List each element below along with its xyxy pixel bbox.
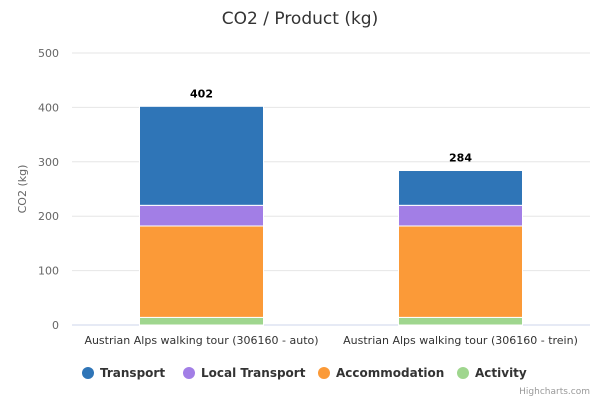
y-tick-label: 100	[38, 265, 59, 278]
legend-marker	[318, 367, 330, 379]
y-tick-label: 200	[38, 210, 59, 223]
legend-label: Activity	[475, 366, 527, 380]
total-labels: 402 284	[190, 87, 472, 164]
bar-segment-transport[interactable]	[139, 105, 264, 206]
x-axis-categories: Austrian Alps walking tour (306160 - aut…	[84, 334, 577, 347]
legend-marker	[457, 367, 469, 379]
y-axis-label: CO2 (kg)	[16, 165, 29, 214]
total-label: 284	[449, 152, 472, 165]
legend-item-transport[interactable]: Transport	[82, 366, 165, 380]
y-tick-label: 0	[52, 319, 59, 332]
legend-label: Accommodation	[336, 366, 444, 380]
y-tick-label: 500	[38, 47, 59, 60]
category-label: Austrian Alps walking tour (306160 - tre…	[343, 334, 578, 347]
bar-segment-local-transport[interactable]	[139, 204, 264, 227]
legend-item-local-transport[interactable]: Local Transport	[183, 366, 306, 380]
y-tick-label: 400	[38, 101, 59, 114]
legend-label: Transport	[100, 366, 165, 380]
bar-segment-accommodation[interactable]	[398, 225, 523, 318]
legend-marker	[183, 367, 195, 379]
legend: Transport Local Transport Accommodation Act…	[82, 366, 527, 380]
bar-segment-activity[interactable]	[398, 316, 523, 326]
category-label: Austrian Alps walking tour (306160 - aut…	[84, 334, 318, 347]
bar-segment-local-transport[interactable]	[398, 204, 523, 227]
legend-label: Local Transport	[201, 366, 306, 380]
bars	[139, 105, 523, 326]
legend-marker	[82, 367, 94, 379]
bar-segment-activity[interactable]	[139, 316, 264, 326]
chart-title: CO2 / Product (kg)	[222, 9, 378, 29]
bar-segment-accommodation[interactable]	[139, 225, 264, 318]
y-tick-label: 300	[38, 156, 59, 169]
legend-item-accommodation[interactable]: Accommodation	[318, 366, 444, 380]
y-axis-ticks: 0 100 200 300 400 500	[38, 47, 59, 332]
credits-link[interactable]: Highcharts.com	[519, 387, 590, 397]
total-label: 402	[190, 87, 213, 100]
bar-segment-transport[interactable]	[398, 170, 523, 206]
legend-item-activity[interactable]: Activity	[457, 366, 527, 380]
